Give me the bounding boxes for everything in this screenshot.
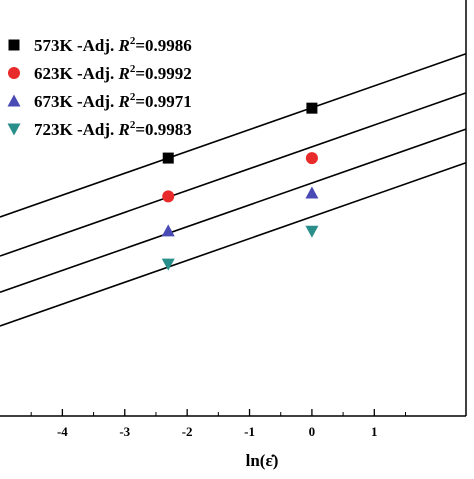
fit-line-1 [0,92,467,257]
legend-series-name: 673K -Adj. [34,92,119,111]
fit-line-3 [0,162,467,327]
x-tick-label: -2 [182,424,193,439]
legend-r2-value: =0.9992 [135,64,191,83]
data-point-3-0 [161,258,175,271]
legend-marker-2 [7,94,21,107]
x-tick-label: -3 [119,424,130,439]
data-point-0-1 [306,102,318,114]
data-point-1-1 [305,152,318,165]
fit-line-2 [0,128,467,293]
data-point-0-0 [162,152,174,164]
legend-series-name: 623K -Adj. [34,64,119,83]
legend-r2-value: =0.9986 [135,36,191,55]
x-tick-label: -4 [57,424,68,439]
legend-series-name: 723K -Adj. [34,120,119,139]
data-point-1-0 [162,190,175,203]
legend-marker-0 [8,39,20,51]
data-point-2-0 [161,224,175,237]
legend-entry-3: 723K -Adj. R2=0.9983 [34,119,192,139]
data-point-3-1 [305,225,319,238]
legend-marker-3 [7,123,21,136]
legend-r2-value: =0.9983 [135,120,191,139]
fit-line-0 [0,53,467,218]
legend-r2-value: =0.9971 [135,92,191,111]
fit-lines [0,53,467,327]
data-points [161,102,319,271]
x-tick-label: 1 [371,424,378,439]
legend-entry-2: 673K -Adj. R2=0.9971 [34,91,192,111]
axes: -4 -3 -2 -1 0 1 [0,0,467,439]
legend-entry-0: 573K -Adj. R2=0.9986 [34,35,192,55]
x-tick-label: -1 [244,424,255,439]
legend-series-name: 573K -Adj. [34,36,119,55]
x-axis-label: ln(ε̇) [246,451,279,470]
legend-entry-1: 623K -Adj. R2=0.9992 [34,63,192,83]
x-tick-label: 0 [309,424,316,439]
legend: 573K -Adj. R2=0.9986 623K -Adj. R2=0.9992… [7,35,192,139]
legend-marker-1 [8,67,20,79]
axis-labels: ln(ε̇) [246,451,279,470]
data-point-2-1 [305,186,319,199]
